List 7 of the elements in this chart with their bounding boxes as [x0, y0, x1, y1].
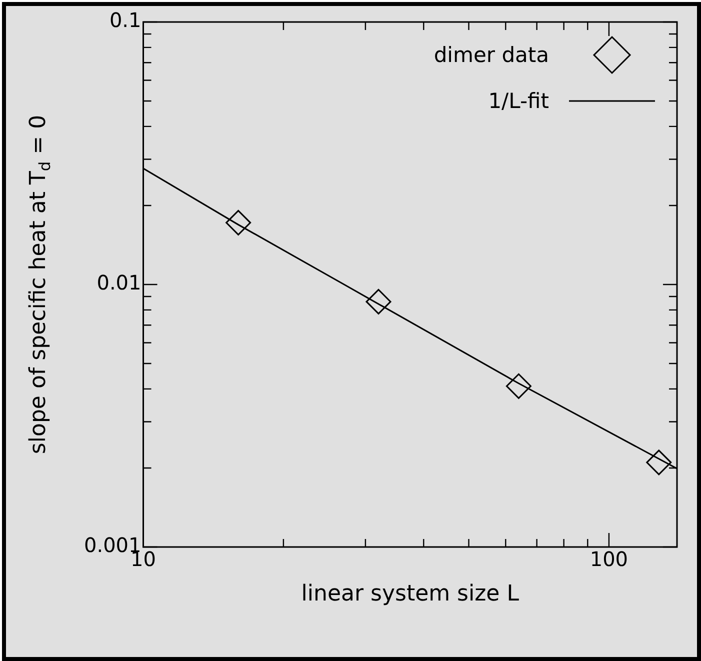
y-axis-title: slope of specific heat at Td = 0 [26, 114, 54, 454]
y-tick-label: 0.01 [96, 270, 142, 295]
x-tick-label: 100 [590, 547, 628, 572]
legend-label: 1/L-fit [488, 89, 549, 113]
legend-label: dimer data [434, 43, 549, 67]
y-tick-label: 0.1 [109, 8, 142, 32]
x-axis-title: linear system size L [301, 582, 520, 607]
